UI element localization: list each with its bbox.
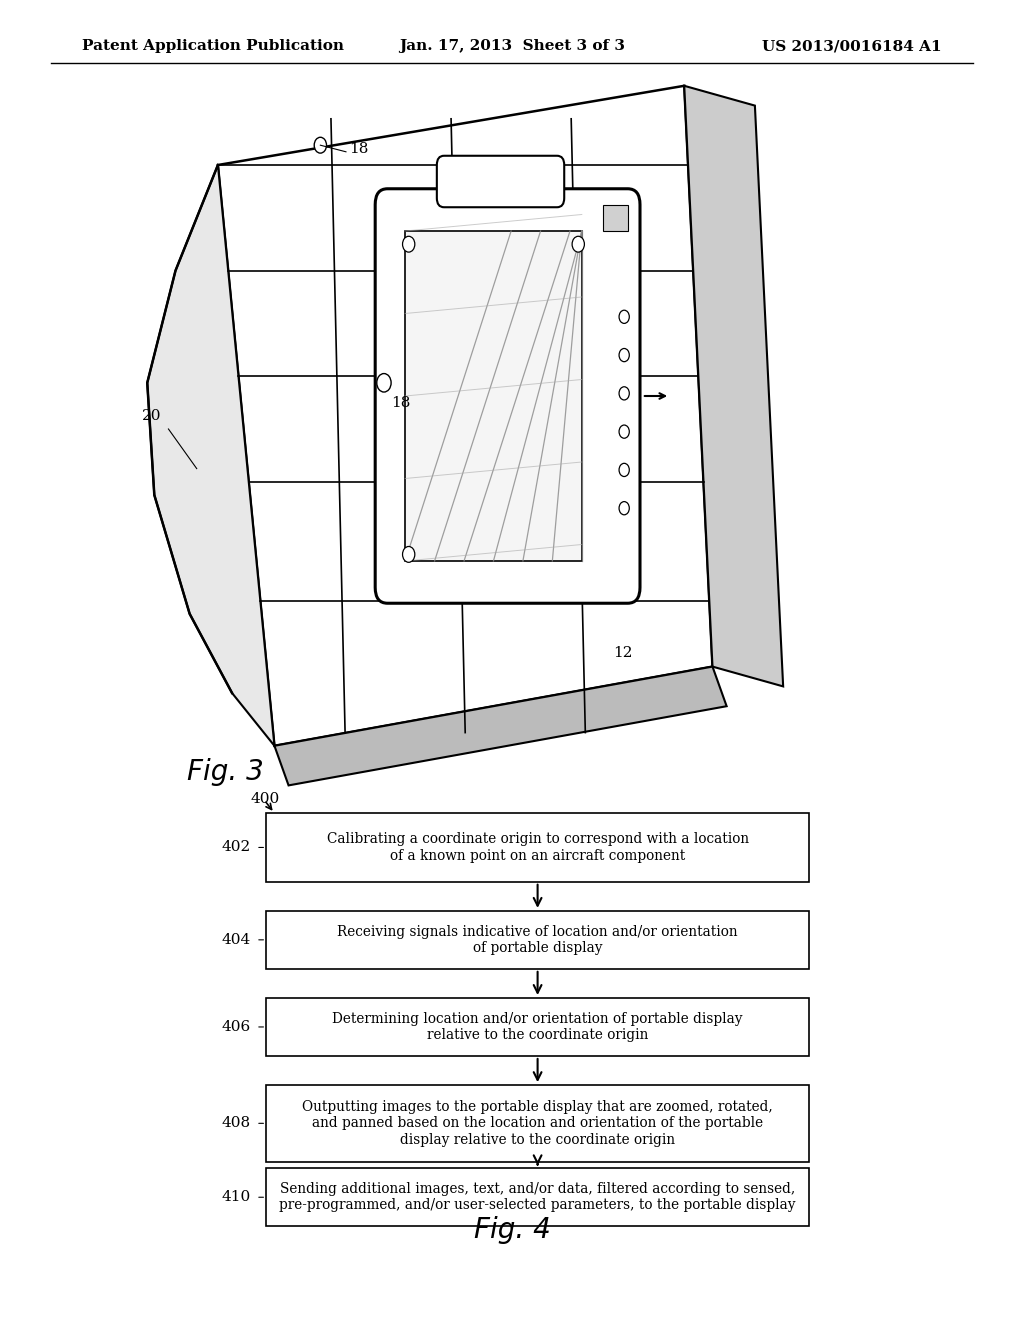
Circle shape — [314, 137, 327, 153]
Text: 402: 402 — [221, 841, 251, 854]
Text: 400: 400 — [251, 792, 281, 805]
Text: 20: 20 — [142, 409, 162, 422]
Bar — [266, 1168, 809, 1226]
Circle shape — [620, 348, 630, 362]
Polygon shape — [147, 165, 274, 746]
Circle shape — [377, 374, 391, 392]
Text: Outputting images to the portable display that are zoomed, rotated,
and panned b: Outputting images to the portable displa… — [302, 1100, 773, 1147]
Bar — [266, 998, 809, 1056]
Text: Receiving signals indicative of location and/or orientation
of portable display: Receiving signals indicative of location… — [337, 925, 738, 954]
Text: 18: 18 — [349, 143, 369, 156]
Bar — [603, 205, 628, 231]
Text: 404: 404 — [221, 933, 251, 946]
Bar — [406, 231, 582, 561]
Polygon shape — [274, 667, 727, 785]
Text: Fig. 3: Fig. 3 — [187, 758, 263, 787]
Text: 410: 410 — [221, 1191, 251, 1204]
Text: Fig. 4: Fig. 4 — [474, 1216, 550, 1245]
Text: 12: 12 — [613, 647, 633, 660]
Text: Patent Application Publication: Patent Application Publication — [82, 40, 344, 53]
Polygon shape — [218, 86, 713, 746]
Text: 408: 408 — [222, 1117, 251, 1130]
Circle shape — [620, 463, 630, 477]
Bar — [266, 1085, 809, 1162]
Bar — [266, 911, 809, 969]
Circle shape — [402, 236, 415, 252]
FancyBboxPatch shape — [375, 189, 640, 603]
Text: US 2013/0016184 A1: US 2013/0016184 A1 — [763, 40, 942, 53]
Circle shape — [620, 425, 630, 438]
Bar — [266, 813, 809, 882]
Text: 406: 406 — [221, 1020, 251, 1034]
Circle shape — [572, 236, 585, 252]
Circle shape — [620, 502, 630, 515]
Text: Sending additional images, text, and/or data, filtered according to sensed,
pre-: Sending additional images, text, and/or … — [280, 1183, 796, 1212]
Text: Determining location and/or orientation of portable display
relative to the coor: Determining location and/or orientation … — [333, 1012, 742, 1041]
FancyBboxPatch shape — [437, 156, 564, 207]
Text: Jan. 17, 2013  Sheet 3 of 3: Jan. 17, 2013 Sheet 3 of 3 — [399, 40, 625, 53]
Circle shape — [620, 387, 630, 400]
Circle shape — [402, 546, 415, 562]
Text: Calibrating a coordinate origin to correspond with a location
of a known point o: Calibrating a coordinate origin to corre… — [327, 833, 749, 862]
Polygon shape — [684, 86, 783, 686]
Text: 18: 18 — [391, 396, 411, 409]
Circle shape — [620, 310, 630, 323]
